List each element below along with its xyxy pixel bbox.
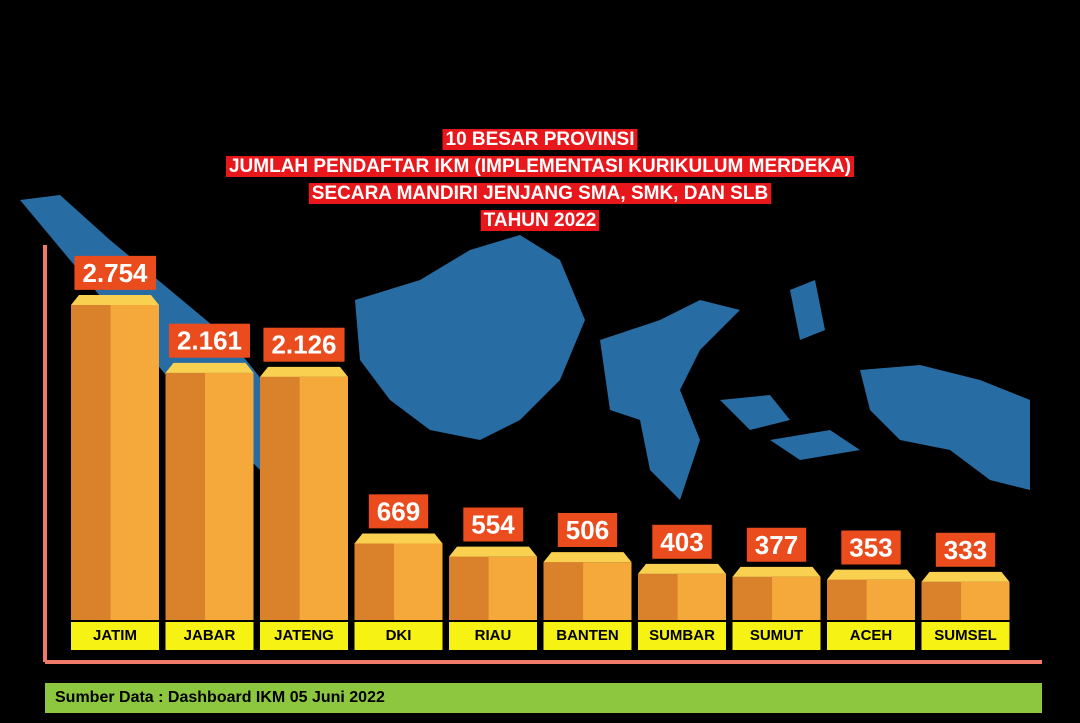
x-tick-label: JATIM xyxy=(93,627,137,644)
bar-shade xyxy=(543,562,584,620)
value-label-box xyxy=(557,512,618,547)
category-box xyxy=(732,622,821,650)
bar-top xyxy=(449,546,537,557)
category-box xyxy=(165,622,254,650)
x-tick-label: DKI xyxy=(386,627,412,644)
x-tick-label: SUMBAR xyxy=(649,627,715,644)
category-box xyxy=(827,622,915,650)
bar-shade xyxy=(260,376,300,620)
x-tick-label: BANTEN xyxy=(556,627,619,644)
bar-shade xyxy=(827,579,867,620)
category-box xyxy=(921,622,1010,650)
bar-shade xyxy=(449,556,489,620)
category-box xyxy=(638,622,726,650)
category-box xyxy=(354,622,443,650)
bar-shade xyxy=(732,576,773,620)
value-label: 403 xyxy=(660,527,703,557)
title-highlight xyxy=(442,129,638,151)
title-highlight xyxy=(308,183,772,205)
source: Sumber Data : Dashboard IKM 05 Juni 2022 xyxy=(55,689,385,706)
category-box xyxy=(260,622,348,650)
value-label: 506 xyxy=(566,515,609,545)
value-label: 669 xyxy=(377,496,420,526)
category-box xyxy=(543,622,632,650)
value-label: 377 xyxy=(755,530,798,560)
x-tick-label: ACEH xyxy=(850,627,893,644)
x-tick-label: JABAR xyxy=(184,627,236,644)
bar-top xyxy=(71,295,159,305)
bar-top xyxy=(638,563,726,574)
bar-shade xyxy=(921,581,962,620)
value-label-box xyxy=(935,532,996,567)
value-label-box xyxy=(263,327,345,362)
x-tick-label: RIAU xyxy=(475,627,512,644)
value-label: 2.754 xyxy=(82,258,148,288)
x-tick-label: JATENG xyxy=(274,627,334,644)
chart-title: 10 BESAR PROVINSI xyxy=(446,129,635,150)
bar-shade xyxy=(71,305,111,620)
chart-title: JUMLAH PENDAFTAR IKM (IMPLEMENTASI KURIK… xyxy=(229,156,851,177)
value-label: 2.126 xyxy=(271,330,336,360)
x-tick-label: SUMUT xyxy=(750,627,803,644)
bar-top xyxy=(732,566,821,577)
bar-top xyxy=(921,571,1010,582)
bar-top xyxy=(260,366,348,377)
bar-shade xyxy=(354,543,395,620)
chart-title: SECARA MANDIRI JENJANG SMA, SMK, DAN SLB xyxy=(312,183,768,204)
value-label-box xyxy=(463,507,524,542)
value-label: 353 xyxy=(849,532,892,562)
value-label: 554 xyxy=(471,510,515,540)
value-label-box xyxy=(841,530,901,565)
value-label-box xyxy=(168,323,251,358)
value-label-box xyxy=(652,524,712,559)
bar-top xyxy=(827,569,915,580)
category-box xyxy=(449,622,537,650)
bar-shade xyxy=(165,372,206,620)
value-label-box xyxy=(746,527,807,562)
title-highlight xyxy=(480,210,600,232)
bar-top xyxy=(165,362,254,373)
bar-top xyxy=(543,552,632,563)
source-box xyxy=(45,683,1042,713)
title-highlight xyxy=(225,156,855,178)
bar-shade xyxy=(638,573,678,620)
category-box xyxy=(71,622,159,650)
bar-top xyxy=(354,533,443,544)
value-label-box xyxy=(74,255,157,290)
value-label: 2.161 xyxy=(177,326,242,356)
value-label: 333 xyxy=(944,535,987,565)
x-tick-label: SUMSEL xyxy=(934,627,997,644)
value-label-box xyxy=(368,494,429,529)
chart-title: TAHUN 2022 xyxy=(484,210,597,231)
